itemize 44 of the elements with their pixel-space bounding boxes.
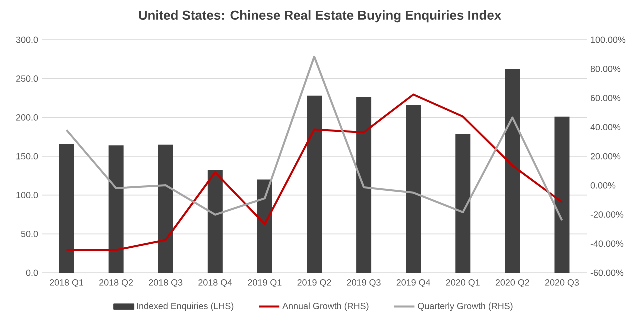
y2-tick-label: -20.00% (590, 212, 624, 218)
y2-tick-label: 60.00% (590, 95, 621, 102)
line-series (66, 56, 564, 222)
bar (158, 144, 174, 273)
y2-tick-label: 80.00% (590, 66, 621, 72)
y-tick-label: 50.0 (21, 230, 38, 238)
x-tick-label: 2018 Q3 (149, 280, 183, 288)
x-tick-label: 2019 Q2 (298, 280, 332, 288)
x-tick-label: 2018 Q4 (198, 280, 232, 288)
x-tick-label: 2020 Q1 (446, 280, 480, 288)
bar (406, 105, 422, 273)
y-tick-label: 0.0 (26, 270, 38, 276)
bar (257, 180, 272, 273)
x-tick-label: 2019 Q4 (396, 280, 431, 288)
bar (554, 116, 570, 273)
y2-tick-label: 0.00% (590, 182, 616, 189)
y2-tick-label: 100.00% (591, 36, 626, 44)
bar (59, 144, 74, 273)
legend-label: Indexed Enquiries (LHS) (137, 302, 234, 312)
y-tick-label: 150.0 (16, 153, 38, 160)
bar (505, 70, 520, 273)
y-tick-label: 200.0 (16, 114, 38, 121)
x-tick-label: 2019 Q1 (248, 280, 282, 288)
x-tick-label: 2020 Q3 (545, 280, 580, 288)
line-series (66, 94, 564, 252)
x-tick-label: 2019 Q3 (347, 280, 381, 288)
x-tick-label: 2020 Q2 (496, 280, 530, 288)
y2-tick-label: 20.00% (590, 153, 621, 160)
chart-title: United States: Chinese Real Estate Buying Enquiries Index (139, 10, 502, 23)
y-tick-label: 300.0 (16, 36, 38, 44)
y2-tick-label: -60.00% (590, 270, 624, 276)
x-tick-label: 2018 Q1 (50, 280, 84, 288)
y-tick-label: 100.0 (16, 192, 38, 199)
y-tick-label: 250.0 (16, 76, 38, 82)
bar (208, 170, 223, 273)
legend-label: Annual Growth (RHS) (282, 302, 369, 312)
legend-label: Quarterly Growth (RHS) (418, 302, 513, 312)
x-tick-label: 2018 Q2 (100, 280, 134, 288)
y2-tick-label: 40.00% (590, 124, 621, 131)
bar (307, 96, 322, 273)
bar (108, 146, 124, 273)
bar (356, 97, 372, 273)
y2-tick-label: -40.00% (590, 240, 624, 248)
bar (456, 134, 471, 273)
